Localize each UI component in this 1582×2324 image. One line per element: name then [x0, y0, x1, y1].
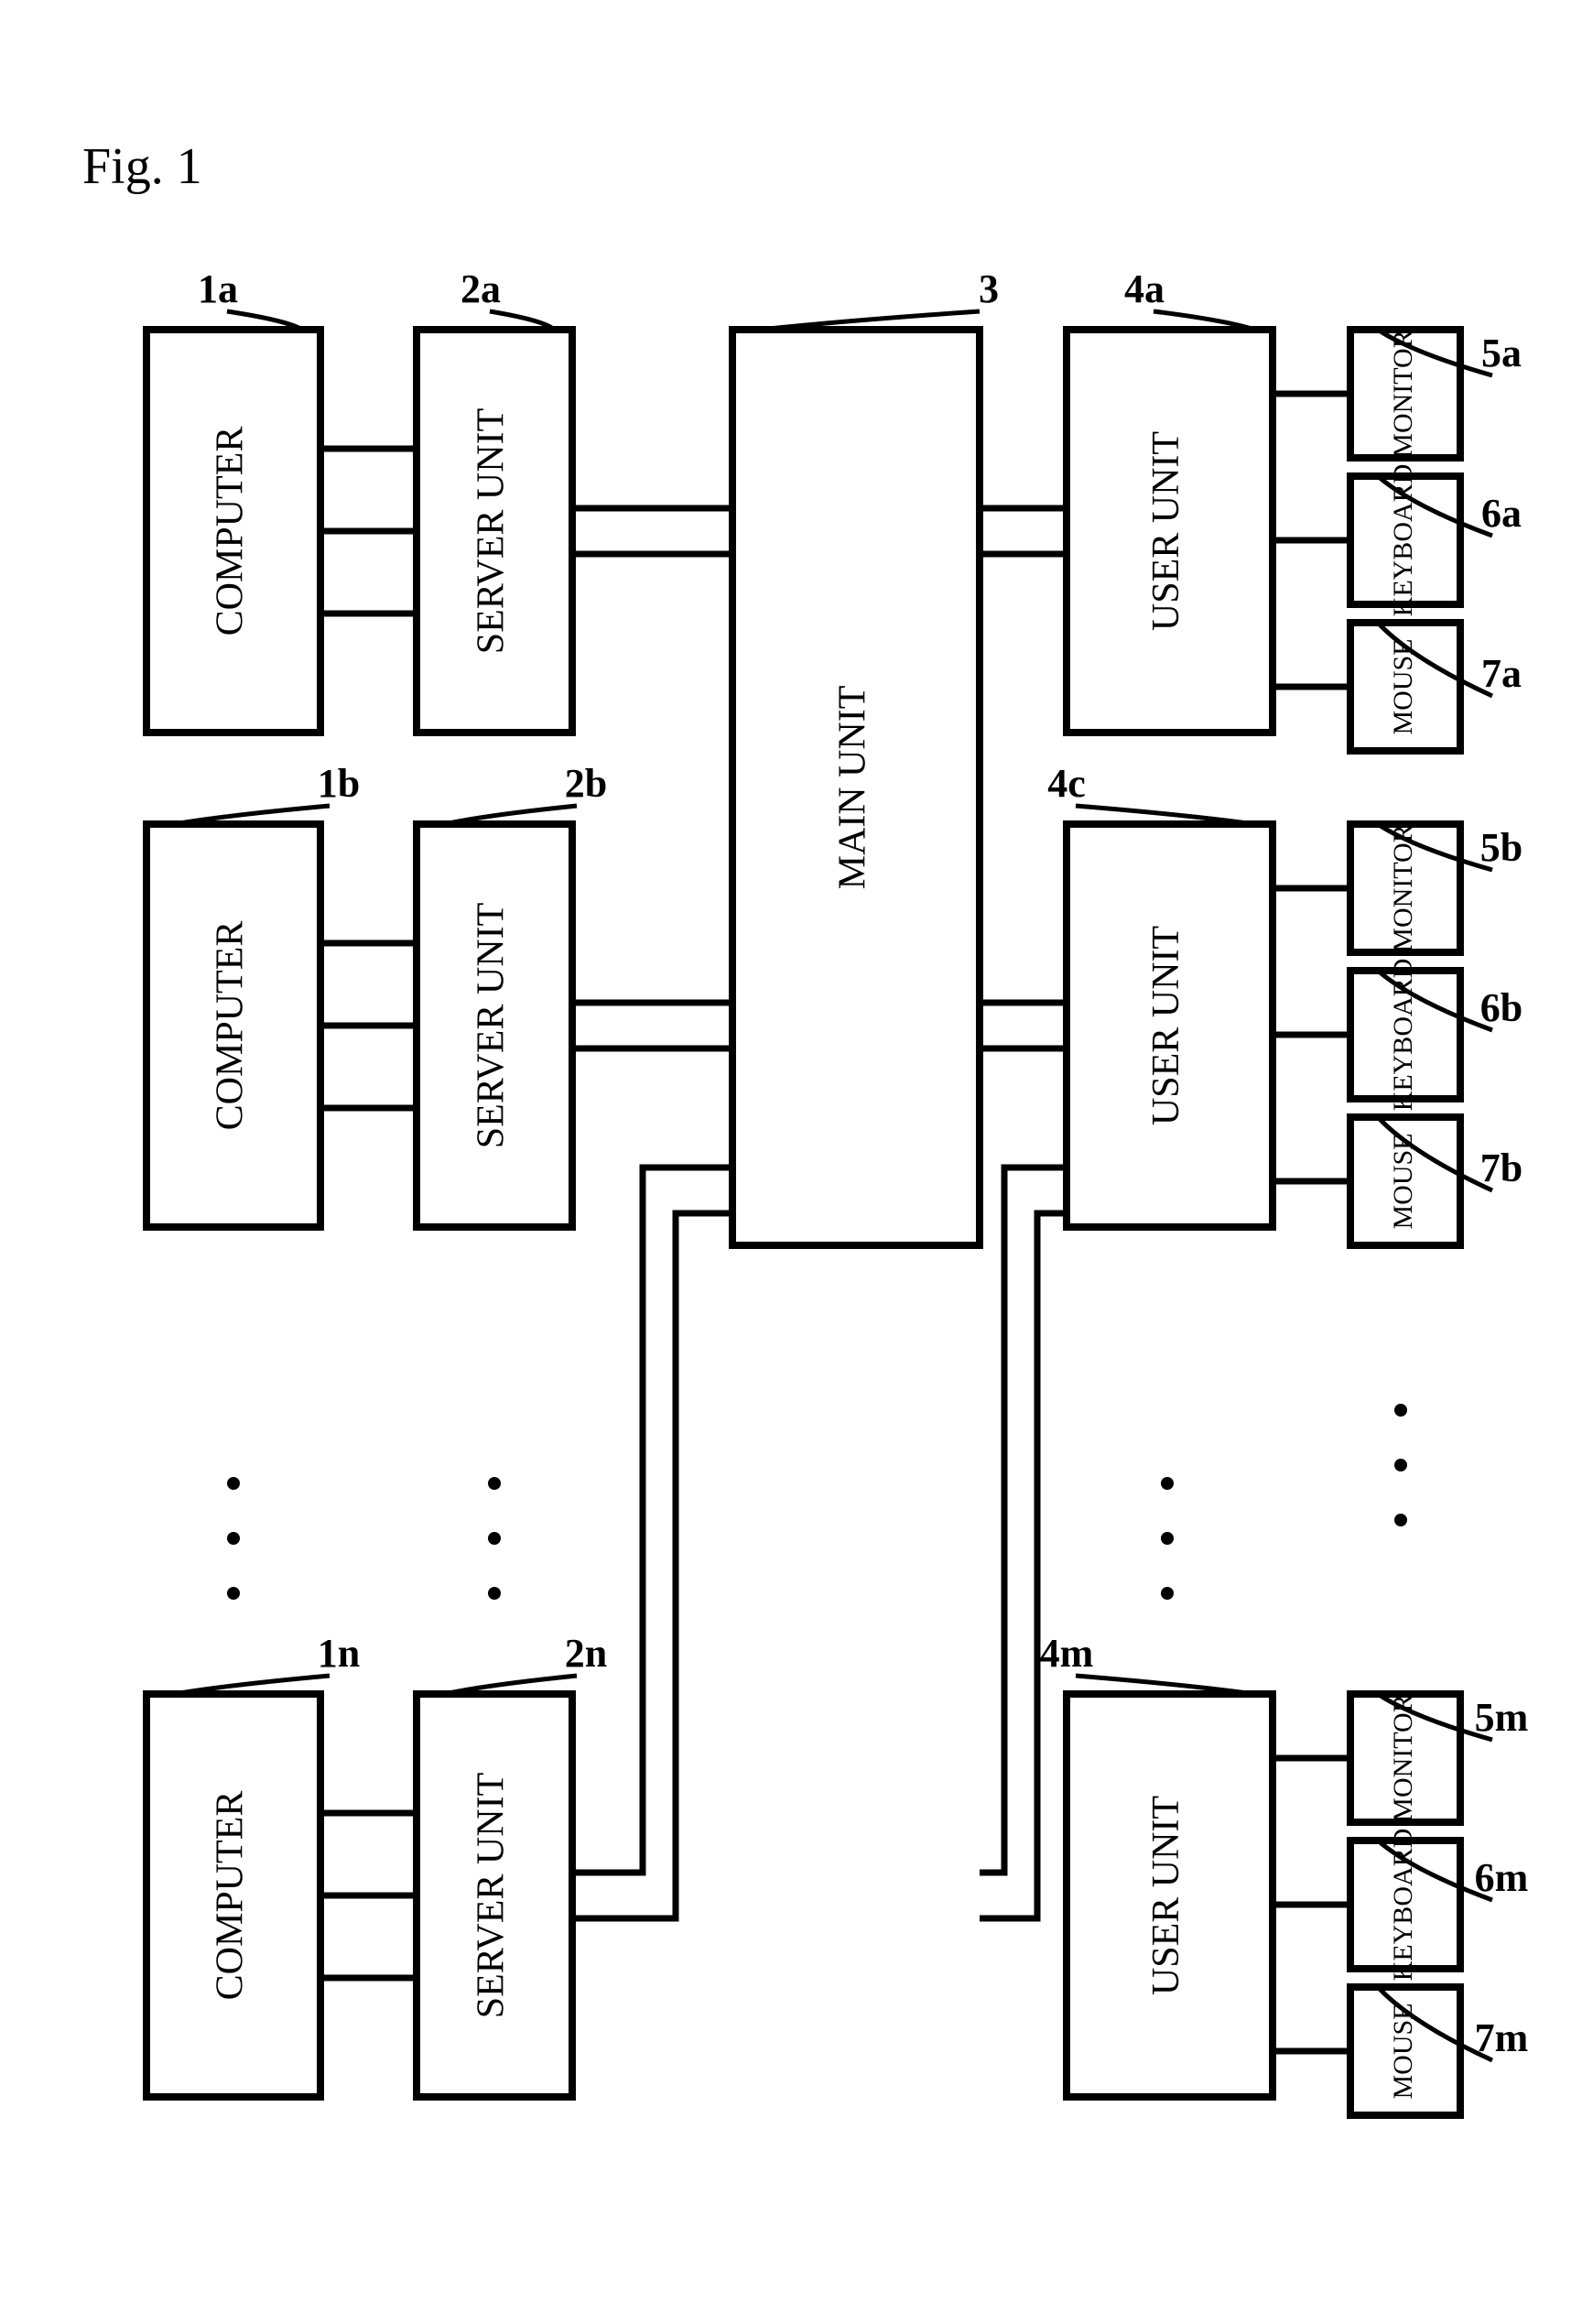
edge-srv_n-main — [572, 1167, 732, 1873]
edge-main-usr_m — [980, 1167, 1067, 1873]
ref-label-kbd_b: 6b — [1480, 985, 1522, 1030]
node-label-main: MAIN UNIT — [832, 686, 874, 890]
ref-label-srv_b: 2b — [565, 761, 607, 806]
node-label-srv_b: SERVER UNIT — [471, 903, 513, 1148]
node-label-usr_m: USER UNIT — [1145, 1796, 1187, 1995]
edge-main-usr_m — [980, 1213, 1067, 1918]
node-label-comp_a: COMPUTER — [210, 427, 252, 636]
ref-label-comp_b: 1b — [318, 761, 360, 806]
node-label-comp_b: COMPUTER — [210, 921, 252, 1131]
ref-label-usr_a: 4a — [1124, 266, 1165, 311]
ref-label-usr_m: 4m — [1040, 1631, 1094, 1676]
ref-label-main: 3 — [979, 266, 999, 311]
ref-label-usr_c: 4c — [1047, 761, 1086, 806]
ref-label-kbd_m: 6m — [1475, 1855, 1529, 1900]
ref-label-comp_n: 1n — [318, 1631, 360, 1676]
figure-page: Fig. 1 COMPUTER1aCOMPUTER1bCOMPUTER1nSER… — [0, 0, 1582, 2324]
diagram-canvas: COMPUTER 1a COMPUTER 1b COMPUTER 1n SERVER UNI… — [0, 0, 1582, 2324]
edge-srv_n-main — [572, 1213, 732, 1918]
ref-label-mou_b: 7b — [1480, 1146, 1522, 1190]
ref-label-mou_a: 7a — [1481, 651, 1522, 696]
ref-label-comp_a: 1a — [198, 266, 238, 311]
ref-label-srv_n: 2n — [565, 1631, 607, 1676]
node-label-usr_c: USER UNIT — [1145, 926, 1187, 1125]
ref-label-mon_m: 5m — [1475, 1695, 1529, 1740]
node-label-srv_a: SERVER UNIT — [471, 408, 513, 654]
ref-label-kbd_a: 6a — [1481, 491, 1522, 536]
ref-label-srv_a: 2a — [461, 266, 501, 311]
node-label-comp_n: COMPUTER — [210, 1791, 252, 2001]
ref-label-mon_a: 5a — [1481, 331, 1522, 375]
ellipsis-2 — [1161, 1477, 1174, 1600]
ref-label-mon_b: 5b — [1480, 825, 1522, 870]
node-label-srv_n: SERVER UNIT — [471, 1773, 513, 2018]
node-label-usr_a: USER UNIT — [1145, 431, 1187, 631]
ellipsis-3 — [1394, 1404, 1407, 1526]
ellipsis-0 — [227, 1477, 240, 1600]
ellipsis-1 — [488, 1477, 501, 1600]
